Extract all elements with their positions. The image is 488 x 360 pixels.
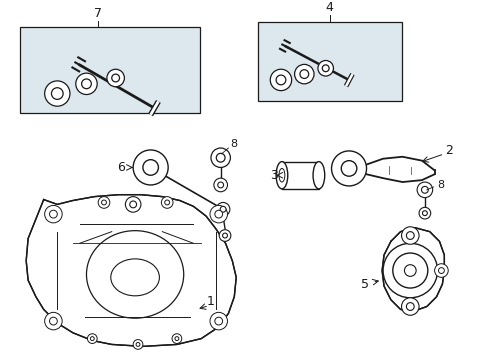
- Circle shape: [270, 69, 291, 91]
- Circle shape: [401, 227, 418, 244]
- Circle shape: [341, 161, 356, 176]
- Circle shape: [125, 197, 141, 212]
- Circle shape: [438, 267, 444, 274]
- Circle shape: [406, 303, 413, 310]
- Circle shape: [175, 337, 179, 341]
- Circle shape: [421, 186, 427, 193]
- Circle shape: [142, 160, 158, 175]
- Text: 3: 3: [270, 169, 278, 182]
- Polygon shape: [26, 195, 236, 346]
- Circle shape: [76, 73, 97, 95]
- Text: 1: 1: [206, 295, 214, 308]
- Circle shape: [216, 153, 224, 162]
- Text: 4: 4: [325, 1, 333, 14]
- Circle shape: [434, 264, 447, 277]
- Ellipse shape: [86, 231, 183, 318]
- Bar: [282, 162, 318, 189]
- Circle shape: [98, 197, 110, 208]
- Circle shape: [214, 210, 222, 218]
- Circle shape: [214, 317, 222, 325]
- Circle shape: [164, 200, 169, 205]
- Circle shape: [44, 206, 62, 223]
- Circle shape: [294, 64, 313, 84]
- Ellipse shape: [276, 162, 287, 189]
- Circle shape: [322, 65, 328, 72]
- Text: 8: 8: [230, 139, 237, 149]
- Circle shape: [217, 182, 223, 188]
- Circle shape: [404, 265, 415, 276]
- Text: 5: 5: [360, 278, 368, 291]
- Circle shape: [102, 200, 106, 205]
- Circle shape: [382, 243, 437, 298]
- Circle shape: [90, 337, 94, 341]
- Circle shape: [418, 207, 430, 219]
- Circle shape: [209, 312, 227, 330]
- Circle shape: [129, 201, 136, 208]
- Circle shape: [416, 182, 432, 198]
- Circle shape: [219, 230, 230, 241]
- Circle shape: [396, 257, 423, 284]
- Circle shape: [317, 60, 333, 76]
- Circle shape: [220, 206, 225, 212]
- Text: 8: 8: [436, 180, 443, 190]
- Circle shape: [136, 342, 140, 346]
- Circle shape: [172, 334, 182, 343]
- Circle shape: [161, 197, 173, 208]
- Text: 6: 6: [117, 161, 125, 174]
- Circle shape: [133, 339, 142, 349]
- Circle shape: [213, 178, 227, 192]
- Circle shape: [112, 74, 119, 82]
- Circle shape: [401, 298, 418, 315]
- Ellipse shape: [279, 168, 285, 182]
- Bar: [20, 27, 200, 113]
- Text: 7: 7: [94, 6, 102, 20]
- Circle shape: [210, 148, 230, 167]
- Circle shape: [422, 211, 427, 216]
- Circle shape: [51, 88, 63, 99]
- Circle shape: [299, 70, 308, 78]
- Ellipse shape: [111, 259, 159, 296]
- Circle shape: [133, 150, 168, 185]
- Text: 2: 2: [445, 144, 452, 157]
- Circle shape: [49, 317, 57, 325]
- Circle shape: [87, 334, 97, 343]
- Circle shape: [276, 75, 285, 85]
- Circle shape: [406, 231, 413, 239]
- Circle shape: [392, 253, 427, 288]
- Circle shape: [216, 202, 229, 216]
- Circle shape: [44, 81, 70, 106]
- Bar: [257, 22, 401, 101]
- Circle shape: [331, 151, 366, 186]
- Circle shape: [209, 206, 227, 223]
- Circle shape: [81, 79, 91, 89]
- Circle shape: [44, 312, 62, 330]
- Polygon shape: [381, 228, 444, 311]
- Ellipse shape: [312, 162, 324, 189]
- Circle shape: [222, 233, 227, 238]
- Circle shape: [49, 210, 57, 218]
- Circle shape: [107, 69, 124, 87]
